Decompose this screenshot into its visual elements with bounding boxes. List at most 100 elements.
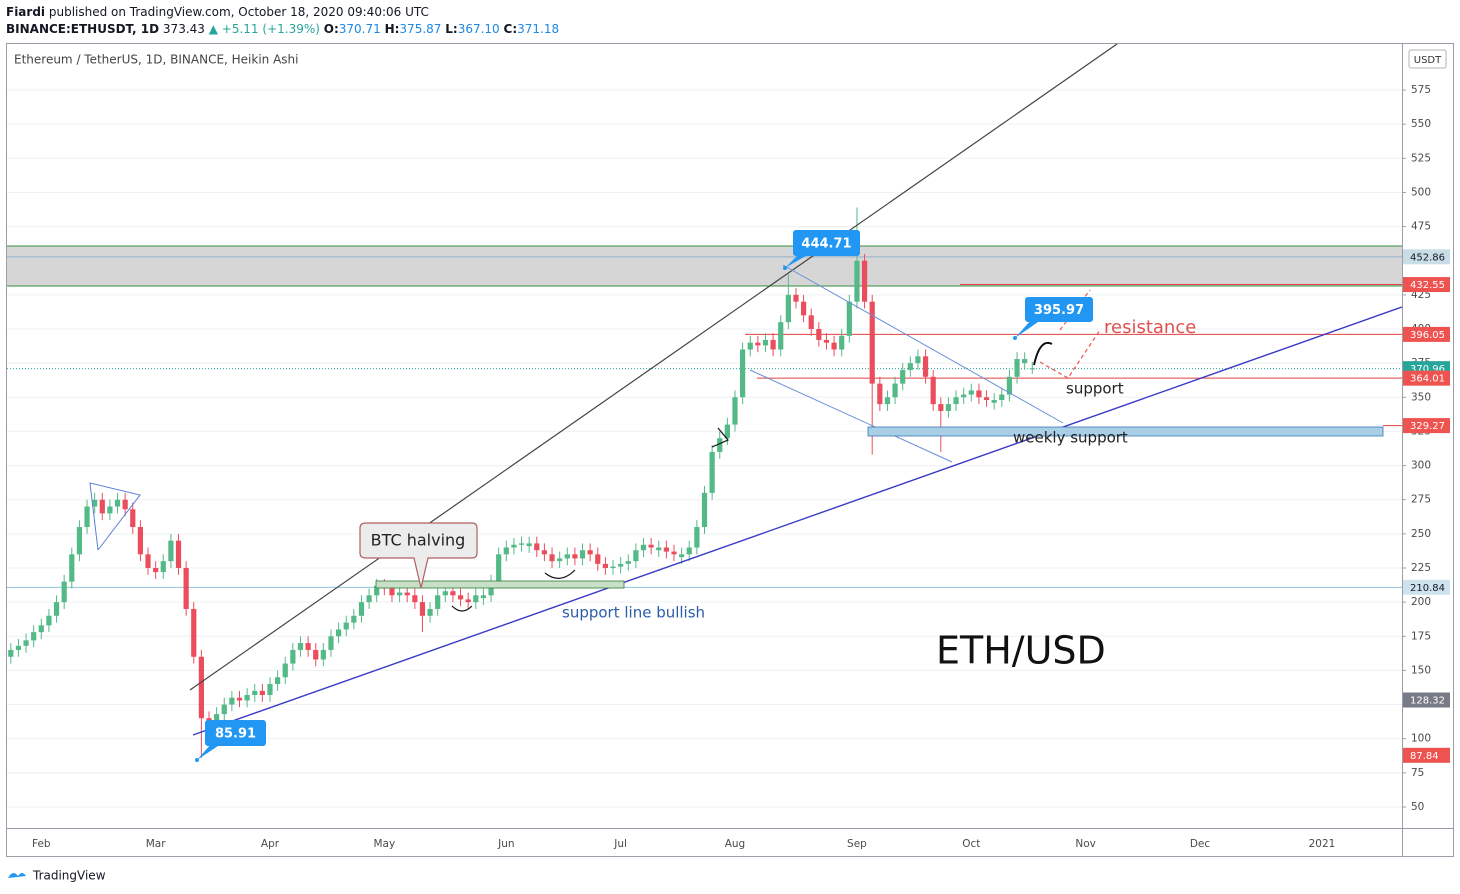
support-label: support [1066,380,1124,398]
candle-body [244,694,250,701]
candle-body [84,506,90,528]
callout-box [793,230,860,256]
candle-body [770,339,776,350]
levels [7,256,1402,588]
y-tick-label: 200 [1411,596,1431,608]
channel-line [749,369,953,463]
price-badge-label: 87.84 [1410,751,1439,762]
candle-body [473,595,479,603]
price-badge [1403,579,1450,595]
candle-body [945,404,952,411]
candle-body [663,547,669,552]
candle-body [1006,376,1013,395]
ohlc-value: 375.87 [399,22,441,36]
candle-body [549,554,555,562]
ohlc-value: 371.18 [517,22,559,36]
candle-body [595,554,601,564]
price-badge [1403,418,1450,434]
ohlc-key: O: [324,22,339,36]
candle-body [396,592,403,596]
weekly-support-box [867,426,1384,437]
halving-label: BTC halving [371,531,466,550]
candle-body [861,260,868,302]
candle-body [419,602,426,616]
candle-body [275,677,281,685]
candle-body [572,554,578,559]
candle-body [877,383,883,405]
candle-body [778,322,784,350]
author: Fiardi [6,5,45,19]
y-tick-label: 250 [1411,528,1431,540]
candle-body [214,714,220,726]
price: 373.43 [163,22,205,36]
candle-body [38,625,44,633]
candle-body [625,561,631,564]
candle-body [724,424,730,439]
candle-body [884,397,891,405]
candle-body [374,585,380,596]
candle-body [953,397,959,405]
candle-body [183,567,189,609]
candle-body [526,543,532,547]
candle-body [541,550,548,555]
price-badge-label: 210.84 [1410,583,1445,594]
candle-body [23,640,29,646]
callout-label: 395.97 [1034,303,1084,318]
y-tick-label: 550 [1411,118,1431,130]
y-tick-label: 75 [1411,767,1424,779]
y-tick-label: 575 [1411,84,1431,96]
candle-body [236,697,243,701]
callouts: 444.71 395.97 85.91 [195,230,1093,762]
candle-body [488,581,494,596]
candle-body [290,649,296,664]
symbol: BINANCE:ETHUSDT, 1D [6,22,159,36]
published: published on TradingView.com, October 18… [49,5,429,19]
currency-box [1408,49,1447,69]
candle-body [412,595,418,603]
candle-body [198,656,204,719]
candle-body [564,554,570,559]
ohlc-key: C: [504,22,518,36]
candle-body [701,492,708,528]
y-tick-label: 475 [1411,221,1431,233]
candle-body [31,632,37,641]
candle-body [839,335,845,350]
candle-body [618,563,624,567]
candle-body [846,301,852,336]
x-tick-label: Apr [261,838,280,850]
candle-body [999,394,1005,401]
candle-body [579,550,586,559]
price-badge [1403,277,1450,293]
candle-body [511,544,517,548]
x-tick-label: May [373,838,395,850]
header-line: Fiardi published on TradingView.com, Oct… [6,5,429,19]
footer: TradingView [32,869,106,883]
candle-body [313,649,319,660]
candle-body [366,595,372,603]
candle-body [747,342,753,350]
y-tick-label: 100 [1411,733,1431,745]
candle-body [800,301,807,316]
candle-body [755,342,761,346]
callout-label: 444.71 [801,237,851,252]
candle-body [442,591,448,596]
candle-body [1029,368,1035,370]
candle-body [435,595,441,609]
candle-body [358,602,365,616]
candle-body [61,581,67,603]
candle-body [808,315,814,330]
candle-body [991,400,997,403]
x-tick-label: Aug [725,838,746,850]
candle-body [107,506,113,514]
candle-body [427,608,433,616]
candle-body [343,622,349,630]
candle-body [709,451,715,493]
candle-body [53,602,60,616]
y-tick-label: 275 [1411,494,1431,506]
candle-body [389,588,395,596]
x-tick-label: Nov [1075,838,1096,850]
candle-body [92,499,98,507]
candle-body [153,567,159,573]
callout-label: 85.91 [215,727,256,742]
candle-body [175,540,182,568]
